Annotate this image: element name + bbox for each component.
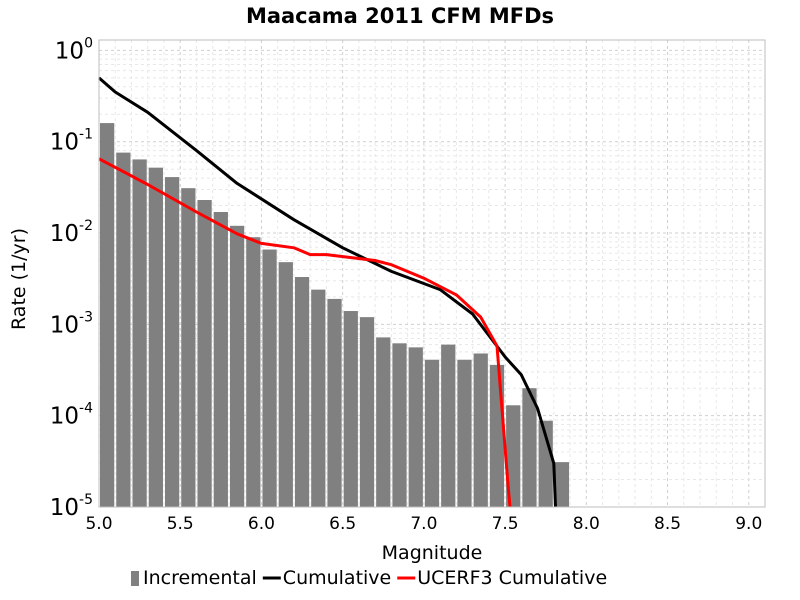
bar: [343, 311, 358, 507]
y-tick-label: 100: [55, 35, 93, 64]
y-tick-labels: 100 10-1 10-2 10-3 10-4 10-5: [50, 35, 93, 521]
x-tick-label: 8.5: [654, 514, 681, 534]
bar: [522, 388, 537, 507]
bar: [311, 289, 326, 507]
x-tick-label: 5.5: [167, 514, 194, 534]
bar: [164, 177, 180, 507]
bar-series: [100, 123, 570, 508]
legend: Incremental Cumulative UCERF3 Cumulative: [131, 567, 607, 589]
bar: [100, 123, 115, 507]
bar: [229, 225, 245, 507]
bar: [181, 188, 196, 507]
bar: [197, 200, 212, 507]
x-tick-label: 8.0: [573, 514, 600, 534]
y-tick-label: 10-5: [50, 492, 93, 521]
bar: [457, 359, 472, 507]
y-axis-label: Rate (1/yr): [8, 228, 30, 330]
bar: [278, 262, 293, 507]
x-tick-labels: 5.0 5.5 6.0 6.5 7.0 7.5 8.0 8.5 9.0: [85, 514, 762, 534]
x-tick-label: 9.0: [735, 514, 762, 534]
plot-border: [98, 39, 766, 508]
bar: [506, 405, 521, 507]
bar: [246, 237, 261, 508]
x-tick-label: 6.0: [248, 514, 275, 534]
y-tick-label: 10-1: [50, 127, 93, 156]
bar: [213, 211, 228, 507]
y-tick-label: 10-2: [50, 218, 93, 247]
bar: [132, 159, 147, 508]
bar: [554, 462, 570, 507]
y-tick-label: 10-4: [50, 401, 93, 430]
x-tick-label: 7.0: [410, 514, 437, 534]
legend-label: Cumulative: [283, 567, 391, 589]
bar: [148, 167, 163, 507]
x-tick-label: 7.5: [492, 514, 519, 534]
line-series: [98, 76, 557, 508]
series-line: [98, 76, 557, 508]
x-tick-label: 6.5: [329, 514, 356, 534]
y-tick-label: 10-3: [50, 309, 93, 338]
bar: [473, 353, 488, 507]
bar: [376, 337, 391, 507]
bar: [538, 420, 553, 507]
bar: [489, 364, 505, 507]
legend-swatch: [131, 571, 139, 586]
bar: [327, 298, 342, 507]
bar: [392, 343, 407, 507]
legend-label: UCERF3 Cumulative: [417, 567, 607, 589]
bar: [408, 347, 423, 507]
bar: [116, 152, 131, 507]
bar: [359, 317, 375, 507]
bar: [262, 249, 277, 508]
bar: [441, 344, 456, 507]
legend-label: Incremental: [143, 567, 257, 589]
bar: [294, 277, 310, 507]
x-axis-label: Magnitude: [382, 542, 483, 564]
x-tick-label: 5.0: [85, 514, 112, 534]
chart-title: Maacama 2011 CFM MFDs: [246, 4, 554, 28]
bar: [424, 359, 440, 507]
series-line: [98, 157, 512, 508]
